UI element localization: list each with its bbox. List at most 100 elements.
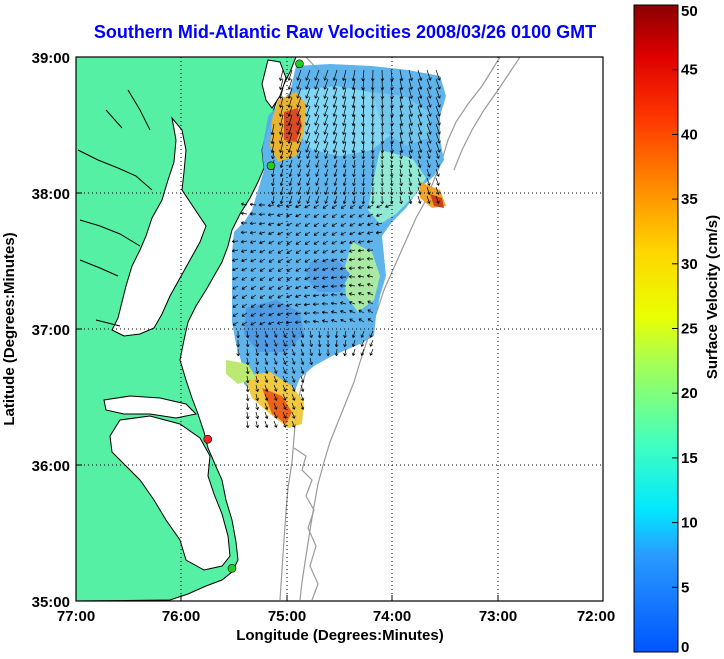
velocity-arrow bbox=[240, 230, 248, 235]
velocity-arrow bbox=[273, 393, 278, 401]
velocity-arrow bbox=[339, 266, 347, 271]
velocity-arrow bbox=[313, 231, 320, 236]
velocity-arrow bbox=[349, 222, 356, 227]
velocity-arrow bbox=[333, 168, 338, 177]
velocity-arrow bbox=[259, 312, 266, 317]
velocity-arrow bbox=[286, 231, 293, 236]
velocity-arrow bbox=[297, 150, 302, 159]
velocity-arrow bbox=[268, 303, 275, 308]
velocity-arrow bbox=[306, 186, 311, 195]
velocity-arrow bbox=[322, 204, 329, 209]
velocity-arrow bbox=[245, 420, 250, 429]
velocity-arrow bbox=[279, 177, 284, 187]
velocity-arrow bbox=[360, 348, 365, 356]
velocity-arrow bbox=[367, 222, 374, 227]
velocity-arrow bbox=[304, 267, 311, 272]
velocity-arrow bbox=[241, 276, 248, 281]
velocity-arrow bbox=[259, 294, 266, 299]
pamlico-sound bbox=[109, 415, 231, 571]
velocity-arrow bbox=[309, 357, 313, 366]
velocity-arrow bbox=[332, 114, 338, 126]
velocity-arrow bbox=[306, 150, 311, 159]
velocity-arrow bbox=[367, 204, 374, 209]
velocity-arrow bbox=[342, 150, 347, 160]
velocity-arrow bbox=[342, 105, 347, 117]
velocity-arrow bbox=[323, 87, 329, 99]
velocity-arrow bbox=[245, 339, 250, 348]
velocity-arrow bbox=[426, 96, 432, 108]
velocity-arrow bbox=[417, 141, 423, 153]
velocity-arrow bbox=[288, 186, 293, 195]
velocity-arrow bbox=[352, 177, 356, 187]
velocity-arrow bbox=[279, 168, 284, 178]
velocity-arrow bbox=[340, 222, 347, 227]
velocity-arrow bbox=[258, 212, 266, 217]
velocity-arrow bbox=[358, 309, 365, 314]
velocity-arrow bbox=[380, 150, 385, 160]
velocity-arrow bbox=[426, 105, 432, 117]
velocity-arrow bbox=[277, 294, 284, 299]
velocity-arrow bbox=[291, 339, 296, 347]
velocity-arrow bbox=[348, 292, 356, 296]
velocity-arrow bbox=[435, 78, 441, 90]
velocity-arrow bbox=[287, 114, 293, 126]
grid-lines bbox=[76, 57, 603, 601]
velocity-arrow bbox=[240, 211, 248, 216]
velocity-arrow bbox=[357, 240, 365, 244]
velocity-arrow bbox=[296, 96, 302, 108]
velocity-arrow bbox=[426, 78, 432, 90]
velocity-arrow bbox=[250, 249, 257, 254]
velocity-arrow bbox=[343, 348, 347, 357]
y-axis-label: Latitude (Degrees:Minutes) bbox=[1, 232, 18, 425]
velocity-arrow bbox=[241, 303, 248, 308]
velocity-arrow bbox=[340, 240, 347, 245]
velocity-arrow bbox=[332, 78, 338, 90]
velocity-arrow bbox=[249, 212, 257, 216]
velocity-arrow bbox=[264, 411, 269, 419]
velocity-arrow bbox=[322, 231, 329, 236]
velocity-arrow bbox=[277, 258, 284, 263]
velocity-arrow bbox=[255, 420, 259, 429]
velocity-arrow bbox=[408, 195, 413, 204]
velocity-arrow bbox=[268, 249, 275, 254]
x-tick-label: 72:00 bbox=[577, 608, 615, 625]
velocity-arrow bbox=[273, 384, 278, 392]
y-tick-label: 37:00 bbox=[32, 322, 70, 339]
velocity-arrow bbox=[322, 222, 329, 227]
velocity-arrow bbox=[255, 402, 259, 411]
velocity-arrow bbox=[273, 411, 278, 419]
velocity-arrow bbox=[264, 402, 269, 410]
velocity-arrow bbox=[323, 69, 329, 81]
velocity-arrow bbox=[288, 177, 293, 186]
velocity-arrow bbox=[287, 78, 293, 90]
velocity-arrow bbox=[408, 78, 413, 90]
velocity-arrow bbox=[296, 87, 302, 99]
velocity-arrow bbox=[249, 221, 257, 226]
velocity-arrow bbox=[322, 240, 329, 245]
velocity-arrow bbox=[375, 222, 383, 226]
velocity-arrow bbox=[250, 258, 257, 263]
velocity-arrow bbox=[300, 375, 305, 383]
y-tick-label: 39:00 bbox=[32, 50, 70, 67]
velocity-arrow bbox=[348, 266, 356, 271]
velocity-arrow bbox=[349, 318, 356, 323]
velocity-arrow bbox=[358, 222, 365, 227]
velocity-arrow bbox=[435, 96, 441, 108]
velocity-arrow bbox=[287, 123, 293, 135]
velocity-arrow bbox=[370, 177, 375, 187]
colorbar bbox=[633, 4, 679, 653]
velocity-arrow bbox=[250, 276, 257, 281]
velocity-arrow bbox=[287, 141, 293, 153]
velocity-arrow bbox=[330, 301, 338, 306]
velocity-arrow bbox=[314, 87, 320, 99]
velocity-arrow bbox=[250, 321, 257, 326]
velocity-arrow bbox=[240, 239, 248, 244]
velocity-arrow bbox=[264, 384, 269, 392]
velocity-arrow bbox=[332, 123, 338, 135]
velocity-arrow bbox=[286, 249, 293, 254]
velocity-arrow bbox=[304, 240, 311, 245]
velocity-arrow bbox=[271, 186, 275, 196]
velocity-arrow bbox=[287, 96, 293, 108]
velocity-arrow bbox=[295, 213, 302, 218]
velocity-arrow bbox=[259, 276, 266, 281]
